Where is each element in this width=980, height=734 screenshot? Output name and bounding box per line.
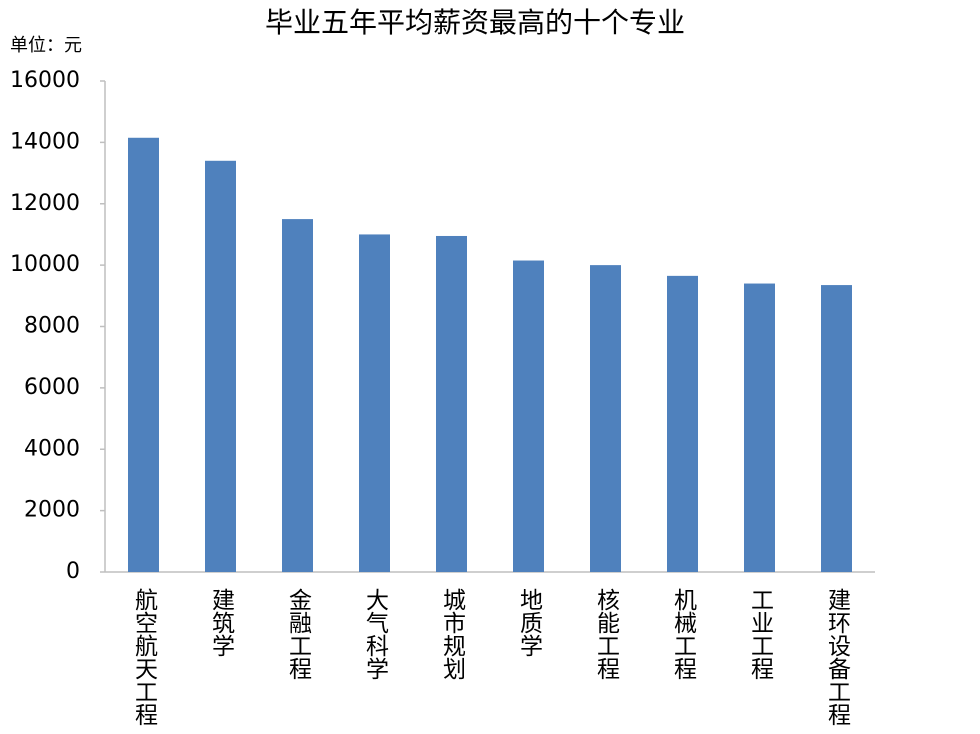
- x-tick-label: 建筑学: [208, 588, 236, 657]
- y-tick-label: 8000: [24, 314, 80, 339]
- x-tick-label: 金融工程: [285, 588, 313, 680]
- x-tick-label: 航空航天工程: [131, 588, 159, 726]
- bar: [128, 137, 159, 572]
- chart-title: 毕业五年平均薪资最高的十个专业: [265, 6, 685, 39]
- y-tick-label: 14000: [10, 129, 80, 154]
- y-tick-label: 16000: [10, 68, 80, 93]
- y-tick-label: 12000: [10, 191, 80, 216]
- bar: [205, 160, 236, 572]
- bar: [744, 283, 775, 572]
- y-tick-label: 4000: [24, 436, 80, 461]
- bar: [821, 285, 852, 572]
- bar: [667, 275, 698, 572]
- y-axis-unit: 单位：元: [10, 35, 82, 56]
- x-tick-label: 城市规划: [439, 588, 467, 680]
- x-tick-label: 机械工程: [670, 588, 698, 680]
- x-tick-label: 工业工程: [747, 588, 775, 680]
- bar: [590, 265, 621, 572]
- bar: [513, 260, 544, 572]
- bar: [359, 234, 390, 572]
- y-tick-label: 0: [66, 559, 80, 584]
- y-tick-label: 6000: [24, 375, 80, 400]
- y-tick-label: 2000: [24, 498, 80, 523]
- x-tick-label: 大气科学: [362, 588, 390, 680]
- x-tick-label: 核能工程: [593, 588, 621, 680]
- x-tick-label: 建环设备工程: [824, 588, 852, 726]
- y-tick-label: 10000: [10, 252, 80, 277]
- x-tick-label: 地质学: [516, 588, 544, 657]
- bar: [282, 219, 313, 572]
- bar: [436, 235, 467, 573]
